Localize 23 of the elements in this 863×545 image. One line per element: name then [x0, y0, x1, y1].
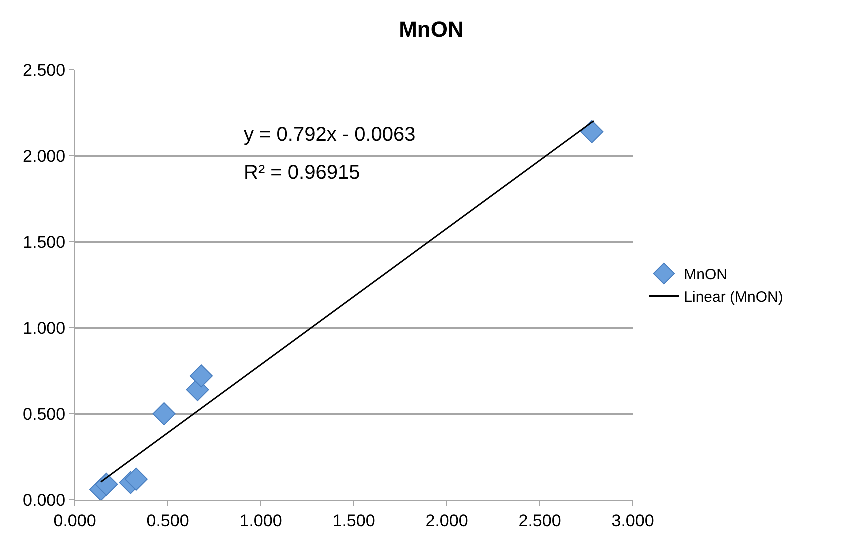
y-tick-label: 1.500	[23, 232, 66, 252]
point	[580, 120, 604, 144]
x-tick-label: 0.500	[146, 511, 190, 530]
x-tick-label: 1.000	[240, 511, 282, 530]
legend-label: Linear (MnON)	[684, 289, 784, 306]
x-tick-label: 1.500	[332, 511, 376, 530]
y-tick-label: 0.000	[23, 490, 66, 510]
annotation: y = 0.792x - 0.0063	[244, 124, 416, 146]
x-tick-label: 0.000	[54, 511, 96, 530]
x-tick-label: 2.500	[518, 511, 562, 530]
y-tick-label: 2.000	[23, 146, 66, 166]
annotation: R² = 0.96915	[244, 162, 360, 184]
point	[124, 468, 148, 491]
chart-title: MnON	[399, 17, 464, 42]
y-tick-label: 0.500	[23, 404, 66, 424]
x-tick-label: 2.000	[426, 511, 468, 530]
point	[152, 402, 176, 426]
y-tick-label: 2.500	[23, 60, 66, 80]
point	[190, 364, 214, 388]
x-tick-label: 3.000	[612, 511, 654, 530]
y-tick-label: 1.000	[23, 318, 66, 338]
point	[95, 472, 118, 496]
legend-label: MnON	[684, 266, 728, 284]
